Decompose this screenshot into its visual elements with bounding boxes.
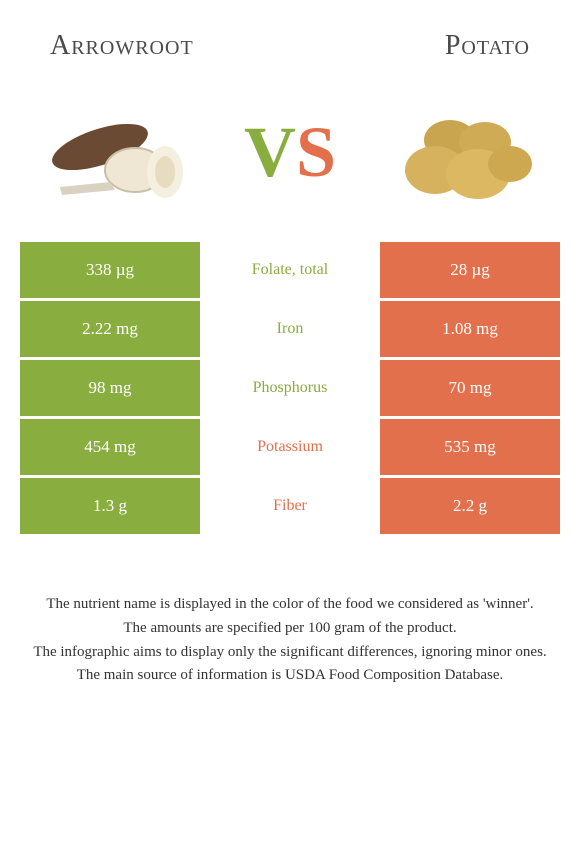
nutrient-row: 1.3 gFiber2.2 g xyxy=(20,478,560,534)
nutrient-row: 98 mgPhosphorus70 mg xyxy=(20,360,560,416)
food-left-image xyxy=(40,92,200,212)
nutrient-label: Folate, total xyxy=(200,242,380,298)
nutrient-left-value: 454 mg xyxy=(20,419,200,475)
nutrient-label: Potassium xyxy=(200,419,380,475)
nutrient-row: 2.22 mgIron1.08 mg xyxy=(20,301,560,357)
nutrient-left-value: 98 mg xyxy=(20,360,200,416)
vs-label: VS xyxy=(244,116,336,188)
footnote-line: The main source of information is USDA F… xyxy=(30,665,550,687)
food-left-title: Arrowroot xyxy=(50,30,194,62)
nutrient-right-value: 535 mg xyxy=(380,419,560,475)
nutrient-right-value: 2.2 g xyxy=(380,478,560,534)
nutrient-row: 338 µgFolate, total28 µg xyxy=(20,242,560,298)
nutrient-label: Iron xyxy=(200,301,380,357)
nutrient-table: 338 µgFolate, total28 µg2.22 mgIron1.08 … xyxy=(20,242,560,534)
nutrient-row: 454 mgPotassium535 mg xyxy=(20,419,560,475)
vs-v: V xyxy=(244,112,296,192)
nutrient-left-value: 1.3 g xyxy=(20,478,200,534)
nutrient-right-value: 70 mg xyxy=(380,360,560,416)
vs-s: S xyxy=(296,112,336,192)
footnote-line: The amounts are specified per 100 gram o… xyxy=(30,618,550,640)
food-right-title: Potato xyxy=(445,30,530,62)
nutrient-label: Phosphorus xyxy=(200,360,380,416)
food-right-image xyxy=(380,92,540,212)
footnote-line: The infographic aims to display only the… xyxy=(30,642,550,664)
nutrient-right-value: 1.08 mg xyxy=(380,301,560,357)
nutrient-left-value: 338 µg xyxy=(20,242,200,298)
nutrient-left-value: 2.22 mg xyxy=(20,301,200,357)
nutrient-label: Fiber xyxy=(200,478,380,534)
footnotes: The nutrient name is displayed in the co… xyxy=(20,594,560,687)
nutrient-right-value: 28 µg xyxy=(380,242,560,298)
footnote-line: The nutrient name is displayed in the co… xyxy=(30,594,550,616)
